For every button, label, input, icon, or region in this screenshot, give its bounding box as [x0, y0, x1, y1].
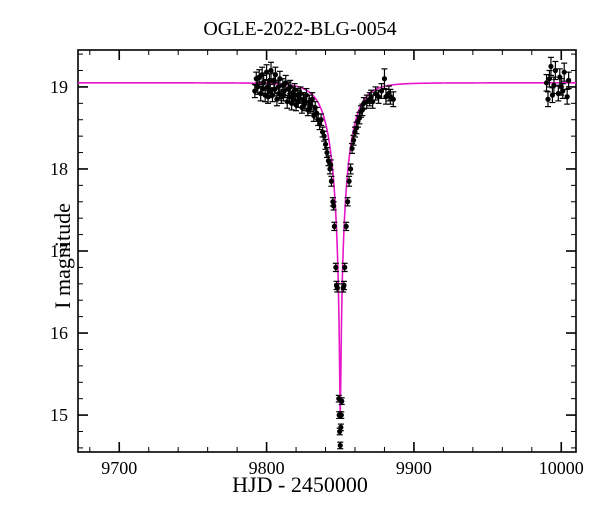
svg-text:17: 17 — [50, 241, 68, 261]
svg-text:19: 19 — [50, 77, 68, 97]
svg-text:15: 15 — [50, 405, 68, 425]
svg-text:9700: 9700 — [101, 458, 137, 478]
svg-text:9900: 9900 — [396, 458, 432, 478]
svg-text:16: 16 — [50, 323, 68, 343]
lightcurve-chart: 9700 9800 9900 10000 15 16 17 18 19 — [0, 0, 600, 512]
svg-text:10000: 10000 — [539, 458, 584, 478]
svg-text:18: 18 — [50, 159, 68, 179]
svg-text:9800: 9800 — [249, 458, 285, 478]
